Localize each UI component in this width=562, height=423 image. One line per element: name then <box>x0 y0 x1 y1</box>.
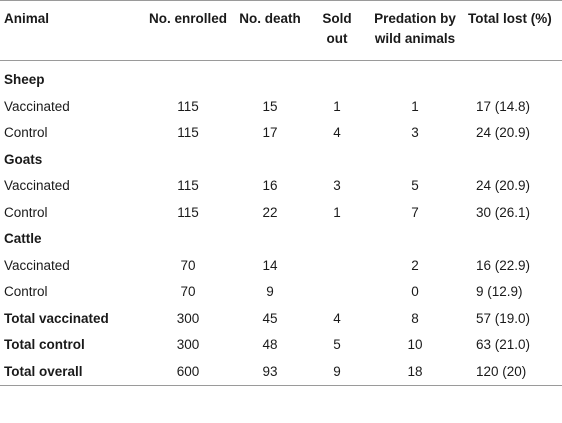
cell-death: 45 <box>262 310 278 326</box>
cell-enrolled: 70 <box>180 284 196 300</box>
cell-predation: 3 <box>411 125 419 141</box>
cell-total-lost: 17 (14.8) <box>476 98 531 114</box>
cell-total-lost: 57 (19.0) <box>476 310 531 326</box>
cell-total-lost: 9 (12.9) <box>476 284 523 300</box>
group-label: Cattle <box>4 231 42 247</box>
row-label: Vaccinated <box>4 257 70 273</box>
cell-sold-out <box>308 253 366 280</box>
cell-enrolled: 115 <box>177 125 199 141</box>
cell-predation: 0 <box>411 284 419 300</box>
cell-enrolled: 115 <box>177 98 199 114</box>
row-label: Vaccinated <box>4 98 70 114</box>
row-label: Control <box>4 125 48 141</box>
header-predation: Predation by wild animals <box>374 11 456 46</box>
table-row: Vaccinated 115 16 3 5 24 (20.9) <box>0 173 562 200</box>
cell-predation: 18 <box>407 363 423 379</box>
cell-enrolled: 300 <box>176 310 200 326</box>
group-row: Cattle <box>0 226 562 253</box>
header-sold-out: Sold out <box>322 11 352 46</box>
row-label: Control <box>4 204 48 220</box>
row-label: Control <box>4 284 48 300</box>
header-row: Animal No. enrolled No. death Sold out P… <box>0 0 562 61</box>
header-total-lost: Total lost (%) <box>468 11 552 26</box>
row-label: Total control <box>4 337 85 353</box>
cell-death: 93 <box>262 363 278 379</box>
group-label: Goats <box>4 151 43 167</box>
cell-death: 15 <box>262 98 278 114</box>
cell-death: 14 <box>262 257 278 273</box>
group-row: Sheep <box>0 61 562 94</box>
total-row: Total vaccinated 300 45 4 8 57 (19.0) <box>0 306 562 333</box>
cell-sold-out: 9 <box>333 363 341 379</box>
table-header: Animal No. enrolled No. death Sold out P… <box>0 0 562 61</box>
group-label: Sheep <box>4 72 45 88</box>
cell-sold-out: 5 <box>333 337 341 353</box>
cell-total-lost: 16 (22.9) <box>476 257 531 273</box>
header-death: No. death <box>239 11 301 26</box>
cell-death: 16 <box>262 178 278 194</box>
cell-sold-out: 4 <box>333 125 341 141</box>
cell-total-lost: 24 (20.9) <box>476 125 531 141</box>
table-row: Vaccinated 70 14 2 16 (22.9) <box>0 253 562 280</box>
cell-enrolled: 70 <box>180 257 196 273</box>
cell-sold-out: 1 <box>333 204 341 220</box>
cell-predation: 2 <box>411 257 419 273</box>
cell-enrolled: 115 <box>177 204 199 220</box>
cell-sold-out: 1 <box>333 98 341 114</box>
cell-total-lost: 30 (26.1) <box>476 204 531 220</box>
table-body: Sheep Vaccinated 115 15 1 1 17 (14.8) Control 11… <box>0 61 562 386</box>
cell-sold-out: 4 <box>333 310 341 326</box>
table-row: Vaccinated 115 15 1 1 17 (14.8) <box>0 94 562 121</box>
cell-death: 17 <box>262 125 278 141</box>
row-label: Total overall <box>4 363 83 379</box>
header-enrolled: No. enrolled <box>148 11 227 26</box>
group-row: Goats <box>0 147 562 174</box>
cell-death: 22 <box>262 204 278 220</box>
cell-sold-out: 3 <box>333 178 341 194</box>
total-row: Total overall 600 93 9 18 120 (20) <box>0 359 562 386</box>
cell-total-lost: 63 (21.0) <box>476 337 531 353</box>
table-row: Control 70 9 0 9 (12.9) <box>0 279 562 306</box>
cell-predation: 8 <box>411 310 419 326</box>
row-label: Total vaccinated <box>4 310 109 326</box>
row-label: Vaccinated <box>4 178 70 194</box>
cell-total-lost: 120 (20) <box>476 363 527 379</box>
data-table: Animal No. enrolled No. death Sold out P… <box>0 0 562 386</box>
cell-predation: 5 <box>411 178 419 194</box>
table-row: Control 115 22 1 7 30 (26.1) <box>0 200 562 227</box>
cell-predation: 1 <box>411 98 419 114</box>
cell-enrolled: 115 <box>177 178 199 194</box>
cell-death: 9 <box>266 284 274 300</box>
cell-total-lost: 24 (20.9) <box>476 178 531 194</box>
cell-enrolled: 300 <box>176 337 200 353</box>
table-row: Control 115 17 4 3 24 (20.9) <box>0 120 562 147</box>
cell-predation: 10 <box>407 337 423 353</box>
cell-death: 48 <box>262 337 278 353</box>
cell-sold-out <box>308 279 366 306</box>
cell-enrolled: 600 <box>176 363 200 379</box>
total-row: Total control 300 48 5 10 63 (21.0) <box>0 332 562 359</box>
cell-predation: 7 <box>411 204 419 220</box>
header-animal: Animal <box>4 11 50 26</box>
